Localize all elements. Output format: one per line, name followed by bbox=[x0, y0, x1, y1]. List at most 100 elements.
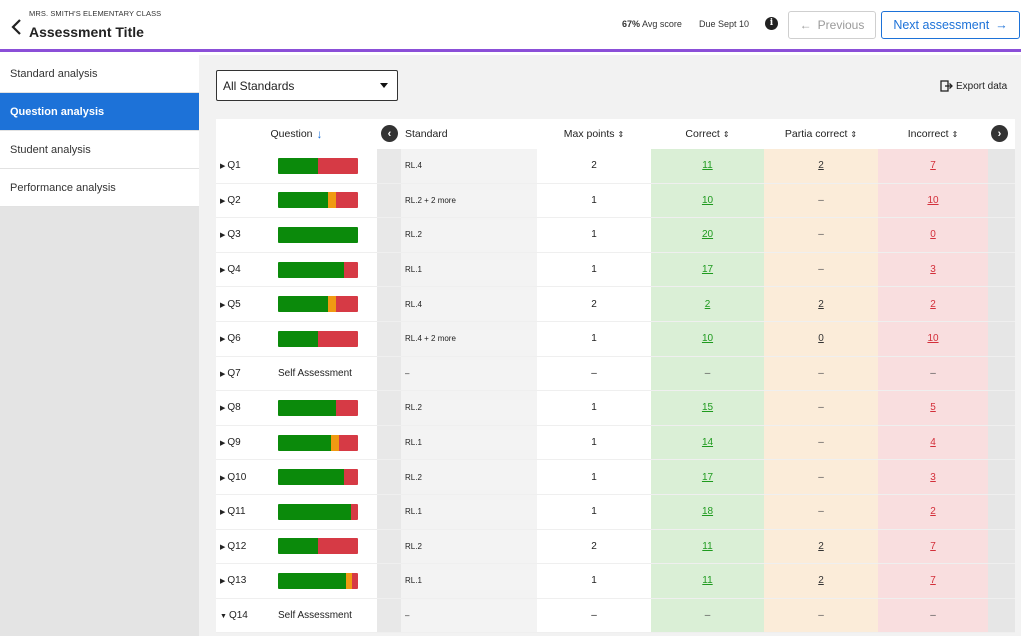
column-header-standard[interactable]: Standard bbox=[405, 128, 448, 140]
correct-value[interactable]: 20 bbox=[701, 229, 714, 241]
question-cell[interactable]: ▶ Q2 bbox=[216, 183, 377, 218]
table-row[interactable]: ▶ Q11 RL.1 1 18 – 2 bbox=[216, 494, 1015, 530]
column-header-max-points[interactable]: Max points ⇕ bbox=[537, 119, 651, 149]
question-cell[interactable]: ▶ Q4 bbox=[216, 252, 377, 287]
question-cell[interactable]: ▶ Q7 Self Assessment bbox=[216, 356, 377, 391]
question-label[interactable]: ▶ Q9 bbox=[220, 437, 241, 448]
previous-button[interactable]: ← Previous bbox=[788, 11, 876, 39]
table-row[interactable]: ▶ Q3 RL.2 1 20 – 0 bbox=[216, 218, 1015, 253]
incorrect-value[interactable]: 7 bbox=[930, 540, 936, 552]
question-cell[interactable]: ▶ Q1 bbox=[216, 149, 377, 183]
question-cell[interactable]: ▶ Q10 bbox=[216, 460, 377, 494]
sidebar-item-performance-analysis[interactable]: Performance analysis bbox=[0, 169, 199, 207]
correct-value[interactable]: 14 bbox=[701, 437, 714, 449]
table-row[interactable]: ▶ Q1 RL.4 2 11 2 7 bbox=[216, 149, 1015, 184]
caret-right-icon[interactable]: ▶ bbox=[220, 509, 226, 517]
incorrect-value[interactable]: 10 bbox=[927, 333, 939, 345]
table-row[interactable]: ▶ Q6 RL.4 + 2 more 1 10 0 10 bbox=[216, 321, 1015, 357]
question-cell[interactable]: ▶ Q6 bbox=[216, 321, 377, 356]
table-row[interactable]: ▶ Q2 RL.2 + 2 more 1 10 – 10 bbox=[216, 183, 1015, 219]
question-label[interactable]: ▶ Q4 bbox=[220, 264, 241, 275]
table-row[interactable]: ▼ Q14 Self Assessment – – – – – bbox=[216, 598, 1015, 634]
question-label[interactable]: ▶ Q1 bbox=[220, 160, 241, 171]
correct-value[interactable]: 2 bbox=[704, 298, 711, 310]
caret-right-icon[interactable]: ▶ bbox=[220, 163, 226, 171]
caret-right-icon[interactable]: ▶ bbox=[220, 543, 226, 551]
table-row[interactable]: ▶ Q9 RL.1 1 14 – 4 bbox=[216, 425, 1015, 461]
table-row[interactable]: ▶ Q13 RL.1 1 11 2 7 bbox=[216, 564, 1015, 599]
incorrect-value[interactable]: 7 bbox=[930, 575, 936, 587]
incorrect-value[interactable]: 7 bbox=[930, 160, 936, 172]
incorrect-value[interactable]: 0 bbox=[930, 229, 936, 241]
correct-value[interactable]: 11 bbox=[702, 160, 713, 172]
column-header-correct[interactable]: Correct ⇕ bbox=[651, 119, 764, 149]
correct-value[interactable]: 17 bbox=[701, 264, 714, 276]
column-header-question[interactable]: Question ↓ bbox=[216, 119, 377, 149]
scroll-left-icon[interactable]: ‹ bbox=[381, 125, 398, 142]
table-row[interactable]: ▶ Q10 RL.2 1 17 – 3 bbox=[216, 460, 1015, 495]
next-assessment-button[interactable]: Next assessment → bbox=[881, 11, 1020, 39]
info-icon[interactable]: i bbox=[765, 17, 778, 30]
question-cell[interactable]: ▶ Q3 bbox=[216, 218, 377, 252]
incorrect-value[interactable]: 3 bbox=[930, 264, 936, 276]
incorrect-value[interactable]: 3 bbox=[930, 471, 936, 483]
column-header-incorrect[interactable]: Incorrect ⇕ bbox=[878, 119, 988, 149]
question-cell[interactable]: ▶ Q8 bbox=[216, 391, 377, 425]
correct-value[interactable]: 11 bbox=[702, 575, 713, 587]
chevron-left-icon[interactable] bbox=[8, 16, 26, 38]
caret-right-icon[interactable]: ▶ bbox=[220, 474, 226, 482]
correct-value[interactable]: 11 bbox=[702, 540, 713, 552]
question-label[interactable]: ▶ Q2 bbox=[220, 195, 241, 206]
caret-right-icon[interactable]: ▶ bbox=[220, 405, 226, 413]
table-row[interactable]: ▶ Q12 RL.2 2 11 2 7 bbox=[216, 529, 1015, 565]
question-label[interactable]: ▶ Q7 bbox=[220, 368, 241, 379]
partial-correct-value[interactable]: 0 bbox=[818, 333, 824, 345]
sidebar-item-student-analysis[interactable]: Student analysis bbox=[0, 131, 199, 169]
incorrect-value[interactable]: 2 bbox=[930, 506, 936, 518]
question-label[interactable]: ▶ Q8 bbox=[220, 402, 241, 413]
caret-right-icon[interactable]: ▶ bbox=[220, 232, 226, 240]
question-label[interactable]: ▼ Q14 bbox=[220, 610, 248, 621]
partial-correct-value[interactable]: 2 bbox=[818, 575, 824, 587]
table-row[interactable]: ▶ Q4 RL.1 1 17 – 3 bbox=[216, 252, 1015, 288]
caret-right-icon[interactable]: ▶ bbox=[220, 440, 226, 448]
question-label[interactable]: ▶ Q3 bbox=[220, 229, 241, 240]
caret-right-icon[interactable]: ▶ bbox=[220, 301, 226, 309]
caret-right-icon[interactable]: ▶ bbox=[220, 370, 226, 378]
question-label[interactable]: ▶ Q11 bbox=[220, 506, 246, 517]
correct-value[interactable]: 17 bbox=[701, 471, 714, 483]
question-cell[interactable]: ▶ Q13 bbox=[216, 564, 377, 598]
incorrect-value[interactable]: 2 bbox=[930, 298, 936, 310]
partial-correct-value[interactable]: 2 bbox=[818, 298, 824, 310]
question-cell[interactable]: ▶ Q5 bbox=[216, 287, 377, 321]
partial-correct-value[interactable]: 2 bbox=[818, 540, 824, 552]
table-row[interactable]: ▶ Q8 RL.2 1 15 – 5 bbox=[216, 391, 1015, 426]
partial-correct-value[interactable]: 2 bbox=[818, 160, 824, 172]
sidebar-item-standard-analysis[interactable]: Standard analysis bbox=[0, 55, 199, 93]
caret-right-icon[interactable]: ▶ bbox=[220, 197, 226, 205]
question-cell[interactable]: ▼ Q14 Self Assessment bbox=[216, 598, 377, 633]
question-cell[interactable]: ▶ Q12 bbox=[216, 529, 377, 564]
question-label[interactable]: ▶ Q13 bbox=[220, 575, 246, 586]
question-cell[interactable]: ▶ Q9 bbox=[216, 425, 377, 460]
correct-value[interactable]: 10 bbox=[701, 333, 714, 345]
sidebar-item-question-analysis[interactable]: Question analysis bbox=[0, 93, 199, 131]
question-label[interactable]: ▶ Q10 bbox=[220, 472, 246, 483]
correct-value[interactable]: 10 bbox=[701, 194, 714, 206]
scroll-right-icon[interactable]: › bbox=[991, 125, 1008, 142]
column-header-partial-correct[interactable]: Partia correct ⇕ bbox=[764, 119, 878, 149]
caret-right-icon[interactable]: ▶ bbox=[220, 336, 226, 344]
question-cell[interactable]: ▶ Q11 bbox=[216, 494, 377, 529]
question-label[interactable]: ▶ Q12 bbox=[220, 541, 246, 552]
table-row[interactable]: ▶ Q7 Self Assessment – – – – – bbox=[216, 356, 1015, 392]
question-label[interactable]: ▶ Q5 bbox=[220, 299, 241, 310]
caret-down-icon[interactable]: ▼ bbox=[220, 613, 227, 621]
incorrect-value[interactable]: 10 bbox=[927, 194, 939, 206]
incorrect-value[interactable]: 5 bbox=[930, 402, 936, 414]
caret-right-icon[interactable]: ▶ bbox=[220, 578, 226, 586]
correct-value[interactable]: 15 bbox=[701, 402, 714, 414]
correct-value[interactable]: 18 bbox=[701, 506, 714, 518]
question-label[interactable]: ▶ Q6 bbox=[220, 333, 241, 344]
export-data-button[interactable]: Export data bbox=[940, 80, 1007, 92]
standards-select[interactable]: All Standards bbox=[216, 70, 398, 101]
